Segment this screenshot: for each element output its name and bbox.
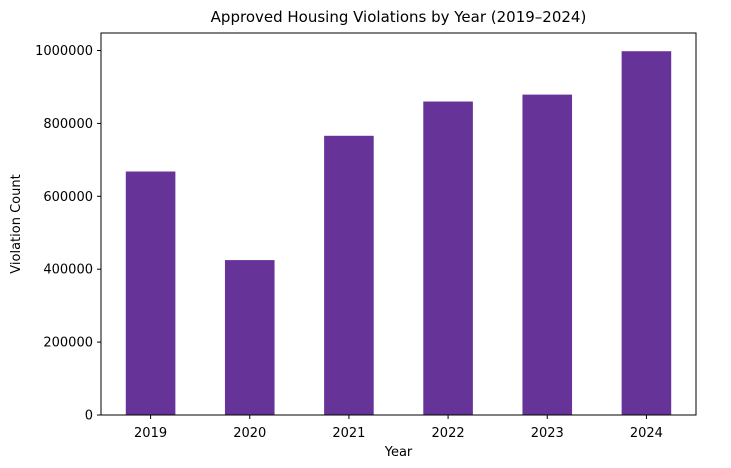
x-tick-label: 2021 [332, 426, 365, 441]
x-tick-label: 2019 [134, 426, 167, 441]
y-axis-ticks: 0 200000 400000 600000 800000 1000000 [35, 44, 101, 424]
y-axis-label: Violation Count [9, 174, 24, 273]
bar-2019 [125, 171, 176, 415]
y-tick-label: 600000 [43, 190, 93, 205]
bars-group [125, 51, 672, 416]
y-tick-label: 200000 [43, 336, 93, 351]
y-tick-label: 800000 [43, 117, 93, 132]
bar-2021 [324, 135, 374, 415]
chart-title: Approved Housing Violations by Year (201… [211, 8, 587, 26]
y-tick-label: 0 [85, 409, 93, 424]
plot-frame [100, 32, 697, 416]
x-axis-ticks: 2019 2020 2021 2022 2023 2024 [134, 415, 663, 441]
x-tick-label: 2024 [630, 426, 663, 441]
bar-2024 [621, 51, 672, 415]
bar-2020 [224, 260, 275, 415]
x-axis-label: Year [384, 445, 413, 460]
bar-2023 [522, 94, 573, 416]
y-tick-label: 1000000 [35, 44, 93, 59]
x-tick-label: 2023 [531, 426, 564, 441]
y-tick-label: 400000 [43, 263, 93, 278]
x-tick-label: 2022 [432, 426, 465, 441]
x-tick-label: 2020 [233, 426, 266, 441]
bar-2022 [423, 101, 473, 415]
